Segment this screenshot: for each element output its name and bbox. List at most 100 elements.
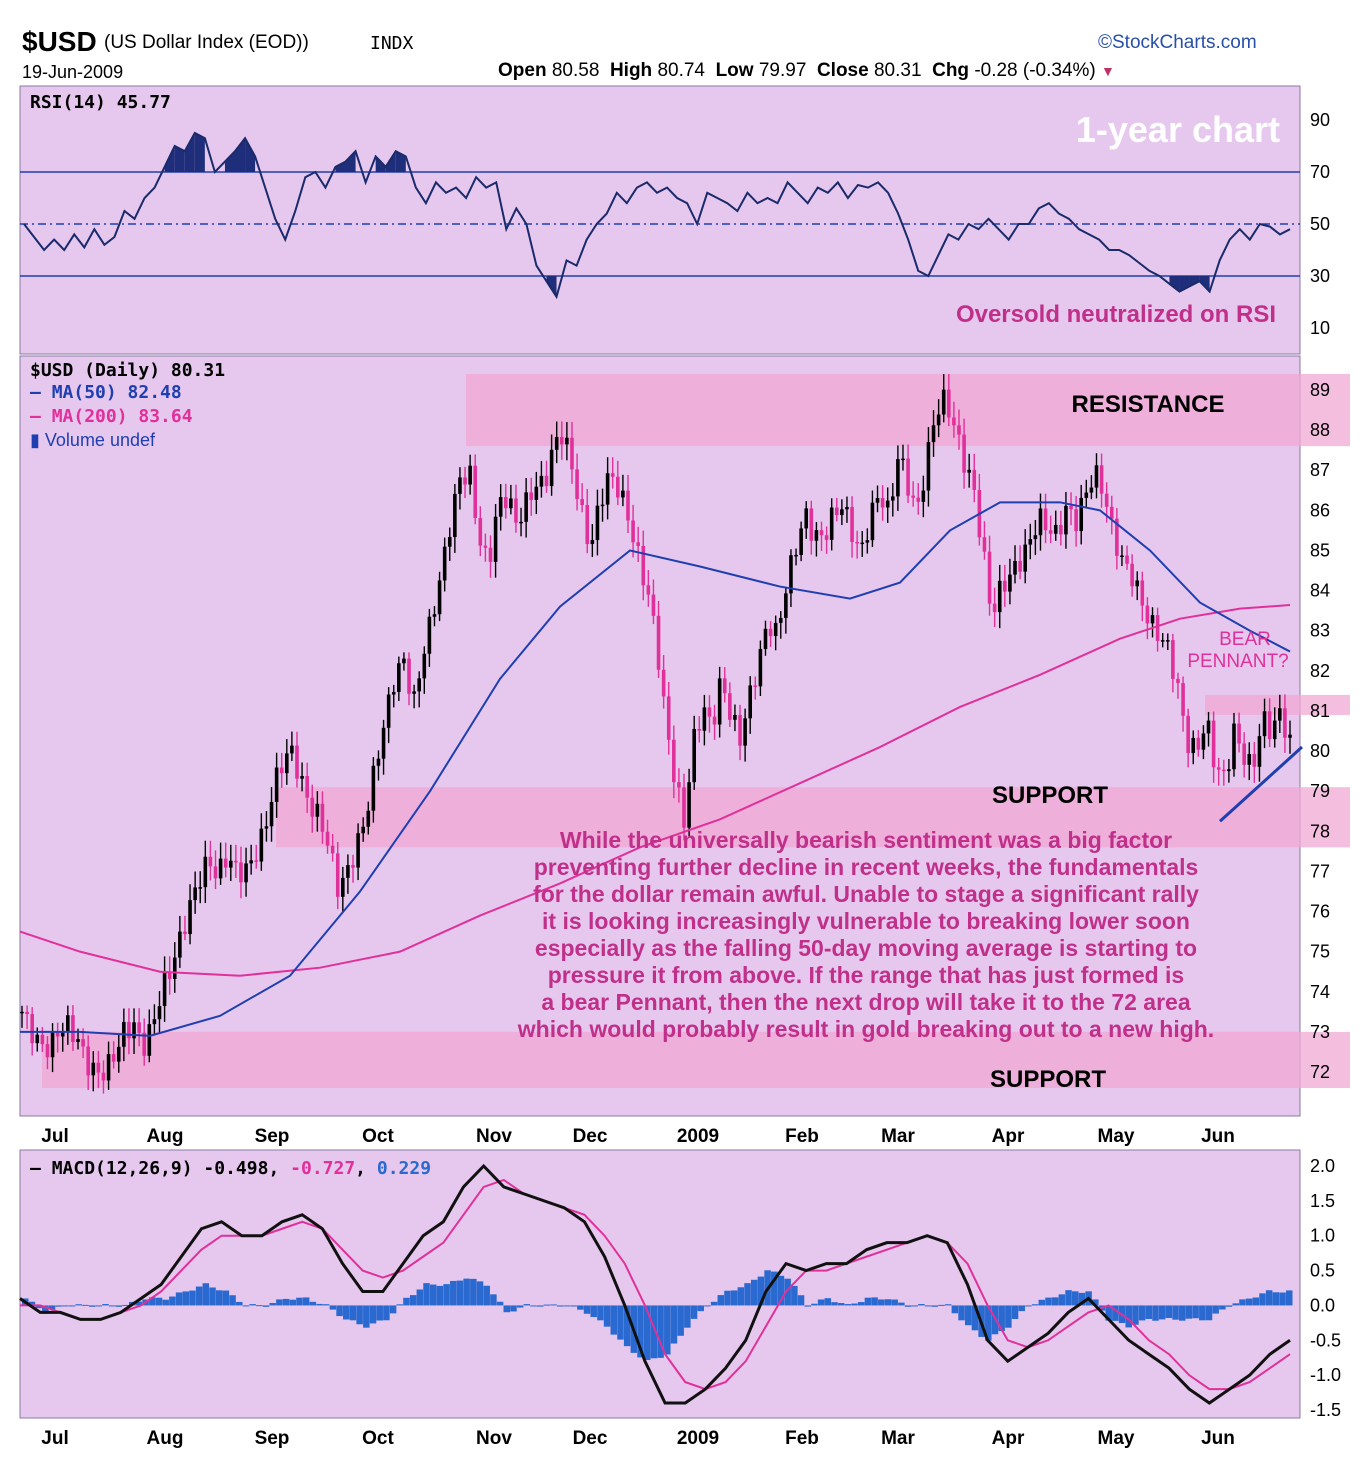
pennant-trendline (1218, 745, 1304, 823)
price-candle-body (890, 496, 895, 501)
price-candle-body (1130, 563, 1134, 587)
price-band (466, 373, 1350, 447)
ma200-line (19, 604, 1291, 977)
price-candle-body (972, 469, 977, 490)
rsi-layer: 90 70 50 30 10 (20, 110, 1330, 338)
price-candle-body (1262, 711, 1267, 737)
macd-histogram-bar (884, 1299, 892, 1306)
price-month-label: Dec (573, 1126, 608, 1147)
price-candle-body (35, 1034, 40, 1044)
price-candle-body (646, 585, 651, 595)
price-candle-body (845, 506, 849, 510)
macd-month-label: Jun (1201, 1428, 1235, 1449)
macd-histogram-bar (931, 1305, 939, 1307)
macd-histogram-bar (276, 1299, 283, 1306)
macd-histogram-bar (1192, 1305, 1199, 1319)
price-month-label: Feb (785, 1126, 819, 1147)
price-candle-body (172, 957, 177, 980)
price-candle-body (565, 437, 569, 445)
price-candle-body (442, 546, 447, 581)
macd-histogram-bar (1205, 1305, 1213, 1321)
price-month-label: Mar (881, 1126, 915, 1147)
price-candle-body (911, 495, 915, 498)
macd-histogram-bar (236, 1301, 243, 1306)
price-tick-label: 88 (1310, 420, 1330, 440)
macd-histogram-bar (55, 1305, 62, 1307)
price-candle-body (544, 475, 549, 487)
price-band (42, 1031, 1350, 1089)
price-candle-body (758, 649, 763, 687)
price-candle-body (549, 449, 554, 487)
price-candle-body (855, 541, 859, 544)
price-candle-body (947, 389, 951, 418)
price-tick-label: 80 (1310, 741, 1330, 761)
macd-histogram-bar (423, 1283, 430, 1306)
commentary-line: for the dollar remain awful. Unable to s… (533, 881, 1199, 907)
macd-histogram-bar (215, 1290, 223, 1306)
price-candle-body (707, 707, 712, 717)
price-candle-body (784, 593, 788, 618)
price-candle-body (86, 1046, 91, 1076)
price-candle-body (40, 1034, 45, 1045)
macd-histogram-bar (597, 1305, 604, 1321)
macd-histogram-bar (35, 1305, 42, 1309)
price-candle-body (91, 1062, 96, 1076)
rsi-overbought-fill (174, 146, 185, 172)
price-candle-body (320, 803, 325, 832)
price-candle-body (45, 1044, 50, 1058)
macd-tick-label: 1.5 (1310, 1191, 1335, 1211)
macd-month-label: Mar (881, 1428, 915, 1449)
open-value: 80.58 (551, 60, 600, 81)
price-candle-body (30, 1013, 34, 1044)
macd-histogram-bar (450, 1280, 457, 1306)
price-candle-body (1069, 505, 1073, 510)
ma50-legend-text: MA(50) 82.48 (52, 382, 182, 403)
macd-histogram-bar (971, 1305, 979, 1331)
rsi-annotation: Oversold neutralized on RSI (956, 301, 1276, 328)
price-candle-body (468, 465, 472, 485)
macd-histogram-bar (603, 1305, 611, 1327)
price-candle-body (1186, 715, 1190, 754)
rsi-tick-label: 70 (1310, 162, 1330, 182)
macd-histogram-bar (610, 1305, 618, 1335)
chg-label: Chg (932, 60, 970, 81)
price-month-label: Jul (41, 1126, 68, 1147)
macd-histogram-bar (1279, 1292, 1286, 1306)
price-candle-body (239, 862, 243, 883)
price-candle-body (967, 469, 971, 473)
source-credit[interactable]: ©StockCharts.com (1098, 32, 1257, 53)
price-candle-body (992, 603, 997, 613)
macd-histogram-bar (222, 1290, 230, 1306)
price-candle-body (1135, 580, 1140, 587)
macd-histogram-bar (1178, 1305, 1186, 1321)
signal-value: -0.727 (290, 1158, 355, 1179)
macd-histogram-bar (1132, 1305, 1139, 1325)
macd-legend: — MACD(12,26,9) -0.498, -0.727, 0.229 (30, 1158, 431, 1179)
price-candle-body (361, 826, 365, 834)
price-candle-body (478, 517, 483, 546)
price-candle-body (341, 877, 345, 897)
price-candle-body (1079, 497, 1084, 532)
price-candle-body (1267, 711, 1272, 740)
support-label: SUPPORT (990, 1066, 1106, 1093)
price-candle-body (493, 516, 498, 562)
price-candle-body (386, 694, 391, 728)
price-candle-body (1064, 505, 1068, 535)
price-candle-body (1013, 560, 1017, 575)
macd-histogram-bar (510, 1305, 517, 1312)
price-candle-body (295, 745, 299, 779)
price-candle-body (1272, 720, 1277, 740)
price-candle-body (1053, 524, 1058, 534)
macd-histogram-bar (864, 1297, 872, 1306)
macd-histogram-bar (68, 1305, 76, 1307)
price-candle-body (763, 628, 768, 650)
macd-histogram-bar (1225, 1305, 1233, 1307)
volume-legend-text: Volume undef (45, 430, 156, 450)
rsi-line (23, 131, 1291, 300)
macd-month-label: Nov (476, 1428, 512, 1449)
price-candle-body (335, 853, 340, 897)
macd-histogram-bar (396, 1304, 404, 1306)
price-candle-body (656, 615, 661, 670)
price-candle-body (926, 442, 931, 491)
price-candle-body (641, 545, 646, 586)
